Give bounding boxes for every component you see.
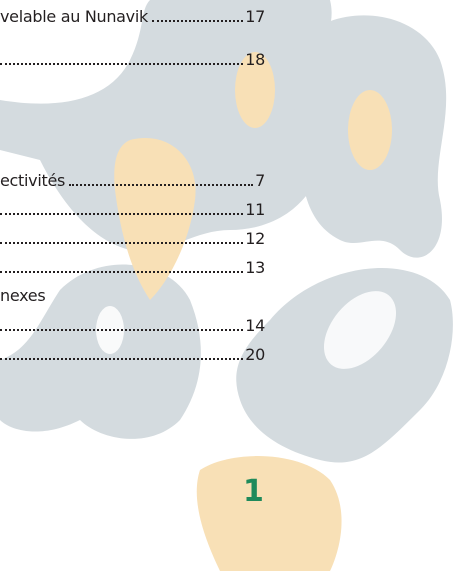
entry-label: nexes [0,286,49,305]
entry-page: 20 [245,345,265,364]
dot-leader [0,271,243,273]
entry-page: 12 [245,229,265,248]
entry-page: 7 [255,171,265,190]
dot-leader [0,329,243,331]
table-of-contents: velable au Nunavik 17 18 ectivités 7 11 12 13 ne… [0,0,458,571]
toc-entry: 18 [0,50,265,72]
entry-page: 17 [245,7,265,26]
entry-label: ectivités [0,171,69,190]
toc-entry: nexes [0,286,265,308]
dot-leader [69,184,253,186]
dot-leader [152,20,243,22]
dot-leader [0,242,243,244]
toc-entry: 13 [0,258,265,280]
entry-label: velable au Nunavik [0,7,152,26]
toc-entry: 14 [0,316,265,338]
page: velable au Nunavik 17 18 ectivités 7 11 12 13 ne… [0,0,458,571]
toc-entry: velable au Nunavik 17 [0,7,265,29]
entry-page: 13 [245,258,265,277]
entry-page: 14 [245,316,265,335]
dot-leader [0,213,243,215]
toc-entry: 12 [0,229,265,251]
entry-page: 18 [245,50,265,69]
toc-entry: ectivités 7 [0,171,265,193]
toc-entry: 20 [0,345,265,367]
toc-entry: 11 [0,200,265,222]
entry-page: 11 [245,200,265,219]
dot-leader [0,358,243,360]
dot-leader [0,63,243,65]
page-number: 1 [243,474,264,509]
